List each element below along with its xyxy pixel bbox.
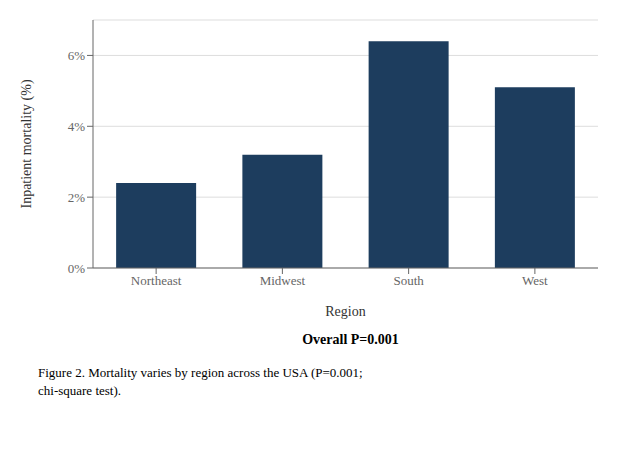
svg-text:Region: Region (325, 304, 365, 319)
svg-text:Midwest: Midwest (260, 273, 306, 288)
html-text:Figure 2. Mortality varies by: Figure 2. Mortality varies by region acr… (38, 365, 363, 380)
html-text:Overall P=0.001: Overall P=0.001 (302, 332, 399, 347)
svg-text:0%: 0% (68, 261, 86, 276)
svg-text:2%: 2% (68, 190, 86, 205)
svg-text:6%: 6% (68, 48, 86, 63)
svg-text:Northeast: Northeast (131, 273, 182, 288)
svg-text:South: South (393, 273, 424, 288)
html-text:chi-square test).: chi-square test). (38, 383, 121, 398)
svg-text:Inpatient mortality (%): Inpatient mortality (%) (19, 79, 35, 208)
svg-text:4%: 4% (68, 119, 86, 134)
svg-text:West: West (522, 273, 548, 288)
